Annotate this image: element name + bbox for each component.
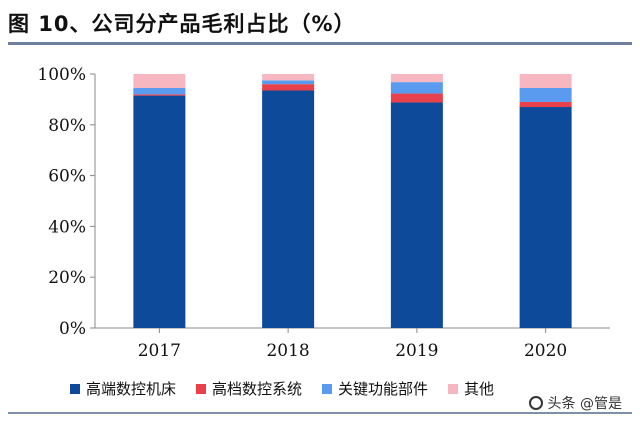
y-tick-label: 0%: [59, 319, 86, 339]
legend-swatch: [70, 383, 80, 394]
stacked-bar-chart: 0% 20% 40% 60% 80% 100% 2017 2018 2019 2020: [37, 65, 610, 361]
legend-item: 其他: [448, 378, 494, 399]
bottom-divider: [8, 412, 632, 414]
bar-segment: [390, 82, 443, 94]
legend-label: 关键功能部件: [338, 380, 429, 398]
bar-segment: [519, 74, 572, 88]
y-tick-label: 60%: [48, 167, 86, 187]
bar-segment: [133, 74, 186, 88]
legend-item: 高档数控系统: [196, 378, 302, 399]
title-divider: [8, 42, 632, 45]
y-tick-label: 100%: [37, 65, 86, 85]
bar-segment: [390, 102, 443, 328]
legend-swatch: [448, 383, 459, 394]
bar-segment: [133, 94, 186, 96]
chart-legend: 高端数控机床 高档数控系统 关键功能部件 其他: [70, 378, 494, 399]
x-tick-label: 2017: [138, 341, 181, 361]
legend-swatch: [196, 383, 207, 394]
y-tick-label: 20%: [48, 268, 86, 288]
y-tick-label: 40%: [48, 217, 86, 237]
bar-segment: [262, 90, 315, 328]
bar-segment: [262, 84, 315, 91]
legend-label: 其他: [464, 380, 495, 398]
bar-segment: [519, 87, 572, 102]
watermark-logo-icon: [528, 396, 543, 410]
bar-segment: [390, 93, 443, 103]
bar-segment: [390, 74, 443, 83]
legend-label: 高端数控机床: [86, 380, 177, 398]
x-tick-label: 2020: [524, 341, 567, 361]
bar-segment: [262, 80, 315, 85]
x-tick-label: 2019: [395, 341, 438, 361]
bar-segment: [262, 74, 315, 81]
bar-segment: [133, 87, 186, 95]
bar-segment: [133, 95, 186, 328]
legend-swatch: [322, 383, 333, 394]
bar-segment: [519, 101, 572, 108]
legend-item: 关键功能部件: [322, 378, 428, 399]
watermark-text: 头条 @管是: [547, 396, 622, 412]
chart-title: 图 10、公司分产品毛利占比（%）: [8, 12, 356, 36]
watermark: 头条 @管是: [528, 393, 622, 413]
y-tick-label: 80%: [48, 116, 86, 136]
legend-label: 高档数控系统: [212, 380, 303, 398]
bar-segment: [519, 107, 572, 329]
legend-item: 高端数控机床: [70, 378, 176, 399]
x-tick-label: 2018: [266, 341, 309, 361]
